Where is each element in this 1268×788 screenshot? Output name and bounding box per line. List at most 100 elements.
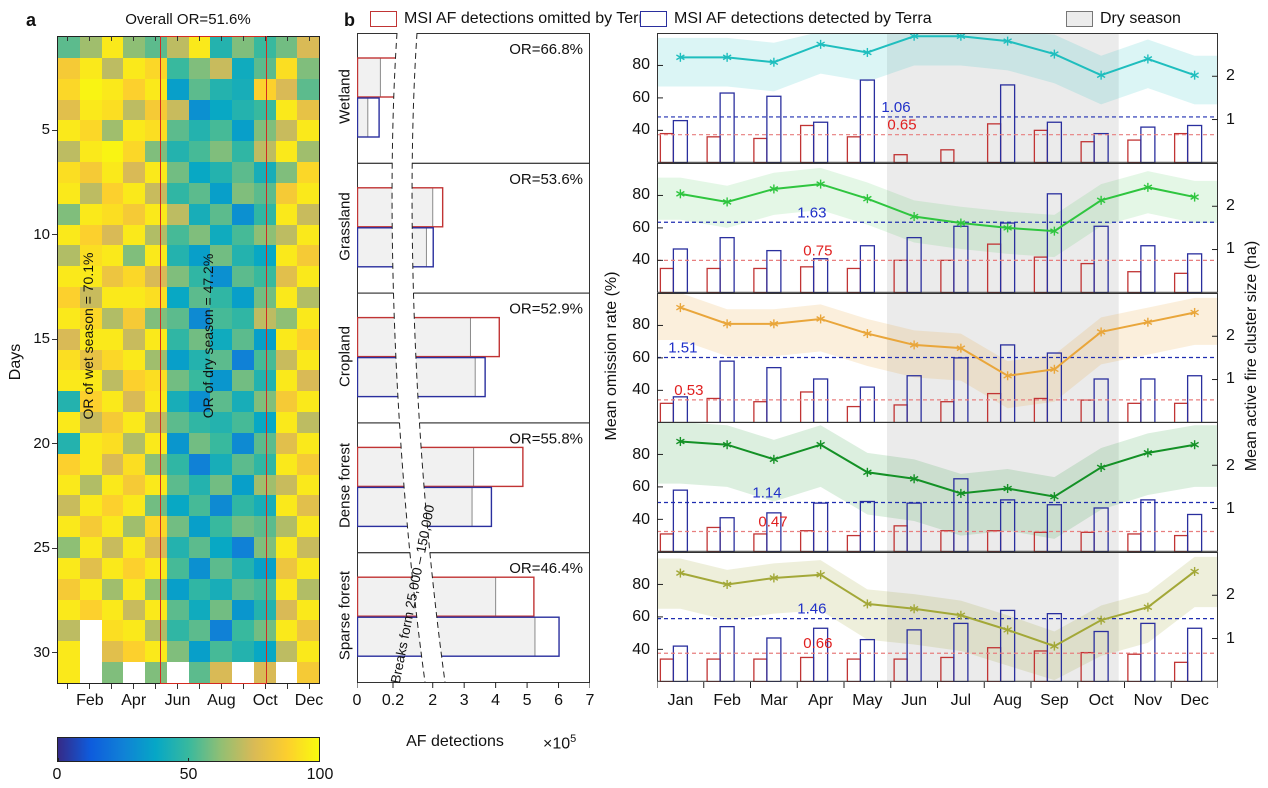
- month-label: Feb: [713, 692, 741, 709]
- month-tick-top: [220, 36, 222, 41]
- bar-omitted: [659, 402, 675, 423]
- heatmap-cell: [166, 99, 189, 121]
- heatmap-cell: [297, 349, 319, 371]
- heatmap-cell: [166, 432, 189, 454]
- day-tick-label: 5: [41, 121, 50, 139]
- heatmap-cell: [297, 78, 319, 100]
- right-tick-label: 1: [1226, 110, 1235, 128]
- heatmap-cell: [232, 287, 254, 308]
- heatmap-cell: [232, 516, 254, 538]
- line: [1003, 627, 1012, 633]
- bar-detected: [672, 395, 689, 423]
- month-tick-label: Feb: [76, 692, 104, 709]
- line: [1050, 51, 1059, 57]
- heatmap-cell: [145, 474, 167, 496]
- heatmap-cell: [123, 328, 145, 350]
- heatmap-cell: [188, 412, 211, 433]
- heatmap-cell: [145, 78, 167, 100]
- bar-omitted: [706, 397, 721, 423]
- bar-detected: [859, 639, 876, 682]
- heatmap-cell: [58, 495, 80, 517]
- day-tick: [52, 652, 57, 654]
- month-label: Aug: [993, 692, 1022, 709]
- heatmap-cell: [253, 453, 276, 475]
- heatmap-cell: [275, 453, 298, 475]
- heatmap-cell: [145, 495, 167, 517]
- mean-detected-value: 1.51: [668, 339, 697, 356]
- asterisk-marker: [769, 318, 779, 328]
- panel-a-letter: a: [26, 10, 37, 30]
- bar-detected: [1140, 499, 1156, 553]
- heatmap-cell: [101, 266, 124, 288]
- line: [909, 606, 919, 612]
- line: [956, 219, 966, 226]
- bar-omitted-dry-fill: [357, 58, 381, 97]
- bar-omitted: [753, 400, 768, 423]
- bar-omitted: [753, 267, 768, 293]
- heatmap-cell: [275, 620, 298, 642]
- bar-detected: [812, 121, 829, 163]
- heatmap-cell: [297, 557, 319, 579]
- heatmap-cell: [188, 516, 211, 538]
- bar-detected: [859, 386, 876, 423]
- heatmap-cell: [166, 370, 189, 392]
- heatmap-cell: [79, 328, 102, 350]
- heatmap-cell: [188, 495, 211, 517]
- subplot-sparse-forest: 1.46 0.66: [657, 552, 1218, 682]
- heatmap-cell: [188, 78, 211, 100]
- bar-detected: [1140, 622, 1156, 682]
- subplot-grassland: 1.63 0.75: [657, 162, 1218, 293]
- heatmap-cell: [210, 162, 232, 183]
- heatmap-cell: [232, 57, 254, 79]
- heatmap-cell: [232, 370, 254, 392]
- heatmap-cell: [275, 599, 298, 621]
- or-label: OR=66.8%: [509, 41, 583, 58]
- heatmap-cell: [145, 99, 167, 121]
- mean-detected-value: 1.46: [797, 601, 826, 618]
- heatmap-cell: [275, 578, 298, 600]
- bar-omitted: [659, 658, 675, 682]
- asterisk-marker: [1190, 70, 1199, 80]
- heatmap-cell: [79, 307, 102, 329]
- heatmap-cell: [188, 432, 211, 454]
- heatmap-cell: [145, 432, 167, 454]
- right-tick-label: 1: [1226, 629, 1235, 647]
- left-tick-label: 60: [632, 88, 650, 106]
- heatmap-cell: [253, 78, 276, 100]
- bar-detected: [766, 249, 782, 293]
- line: [722, 320, 732, 327]
- heatmap-cell: [123, 391, 145, 413]
- heatmap-cell: [79, 578, 102, 600]
- left-tick-label: 40: [632, 121, 650, 139]
- month-tick-top: [308, 36, 310, 41]
- heatmap-cell: [123, 78, 145, 100]
- line: [1050, 228, 1059, 234]
- month-tick-bottom: [286, 684, 288, 689]
- heatmap-cell: [297, 641, 319, 663]
- heatmap-cell: [79, 287, 102, 308]
- heatmap-cell: [145, 162, 167, 183]
- bar-omitted: [659, 533, 675, 553]
- heatmap-cell: [210, 391, 232, 413]
- bar-omitted: [753, 658, 768, 682]
- heatmap-cell: [58, 78, 80, 100]
- heatmap-cell: [188, 307, 211, 329]
- heatmap-cell: [253, 224, 276, 246]
- heatmap-cell: [210, 557, 232, 579]
- heatmap-cell: [232, 307, 254, 329]
- line: [863, 469, 872, 476]
- heatmap-cell: [210, 37, 232, 58]
- heatmap-cell: [253, 641, 276, 663]
- heatmap-cell: [79, 224, 102, 246]
- heatmap-cell: [188, 620, 211, 642]
- heatmap-cell: [145, 224, 167, 246]
- mean-omitted-value: 0.47: [758, 514, 787, 531]
- heatmap-cell: [58, 578, 80, 600]
- heatmap-cell: [188, 287, 211, 308]
- heatmap-cell: [232, 474, 254, 496]
- bar-detected: [859, 501, 876, 553]
- bar-detected: [719, 92, 735, 163]
- right-tick-label: 2: [1226, 586, 1235, 604]
- heatmap-cell: [123, 516, 145, 538]
- heatmap-cell: [297, 203, 319, 225]
